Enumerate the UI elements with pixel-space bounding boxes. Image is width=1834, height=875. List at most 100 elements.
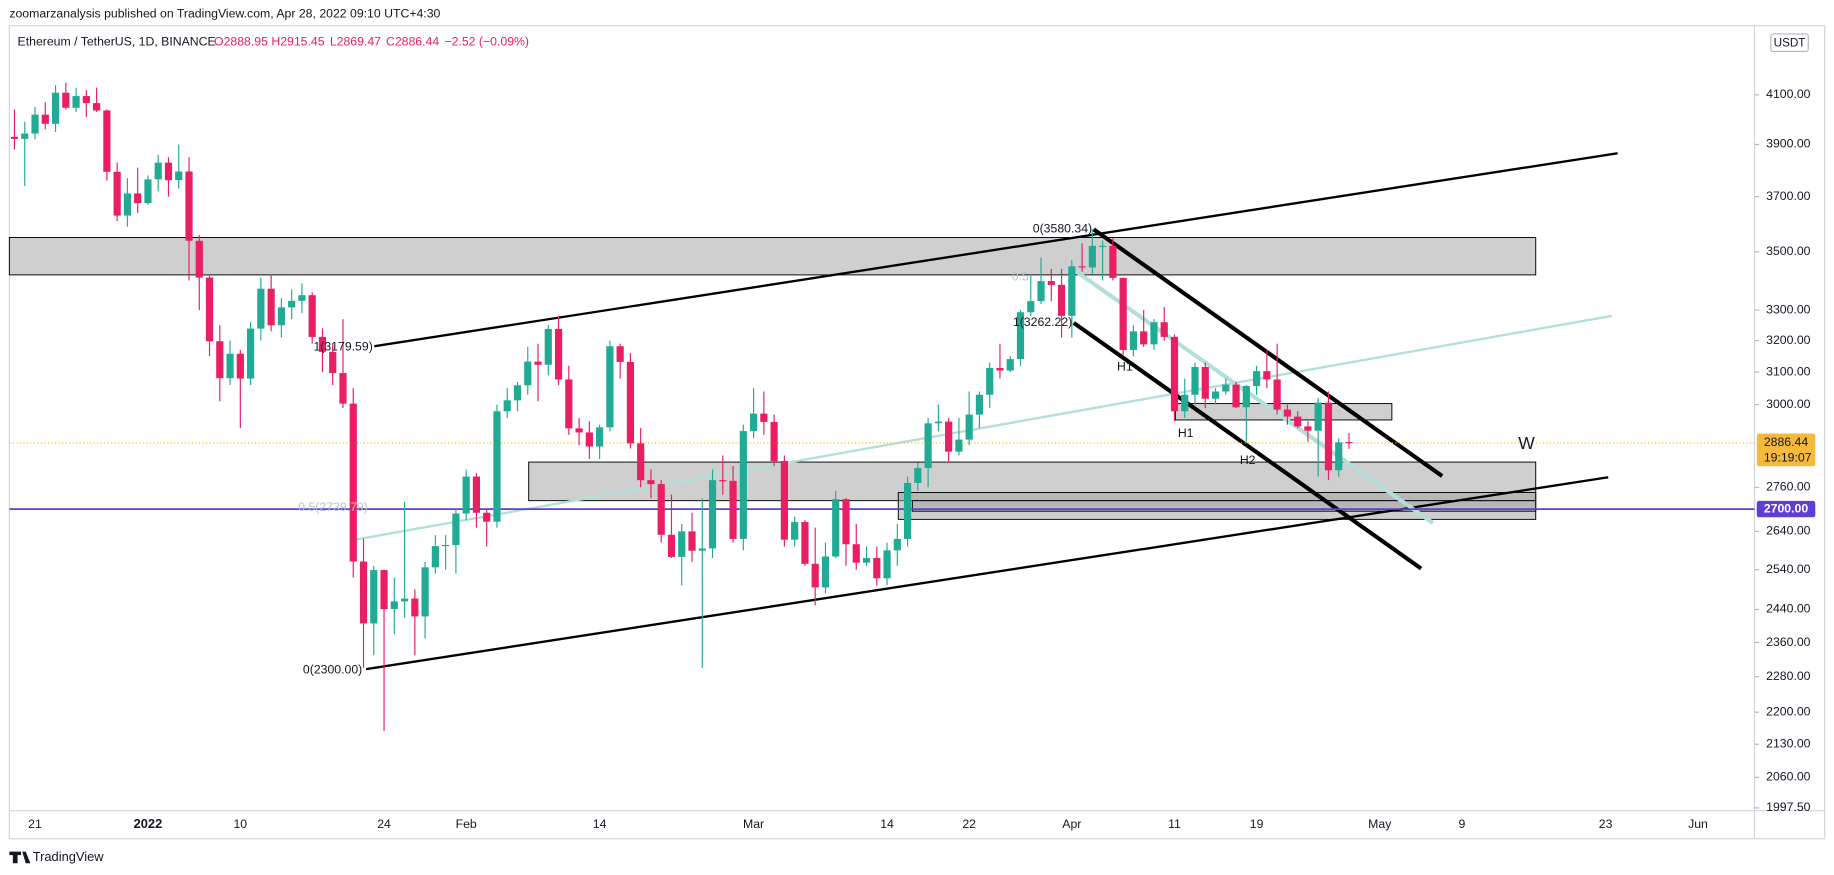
candle-body [483, 512, 491, 522]
y-tick-label: 3100.00 [1766, 364, 1811, 378]
candle-body [359, 561, 368, 624]
candle-body [205, 277, 214, 342]
falling-lower [1072, 321, 1423, 571]
x-tick-label: 19 [1250, 817, 1264, 831]
candle-body [513, 385, 522, 401]
candle-body [318, 336, 327, 352]
candle-body [1232, 384, 1240, 408]
candle-body [431, 546, 439, 568]
candle-body [1088, 245, 1096, 268]
candle-body [637, 443, 645, 481]
candle-body [503, 400, 511, 412]
candle-body [698, 548, 706, 551]
candle-body [51, 92, 60, 124]
candle-body [667, 534, 676, 557]
x-tick-label: Apr [1062, 817, 1081, 831]
candle-body [739, 431, 747, 539]
candle-body [1335, 442, 1343, 471]
y-tick-label: 2360.00 [1766, 635, 1811, 649]
candle-body [185, 171, 193, 241]
y-tick-label: 2760.00 [1766, 480, 1811, 494]
x-tick-label: 14 [593, 817, 607, 831]
candle-body [1304, 426, 1312, 431]
candle-body [729, 480, 737, 539]
candle-body [1283, 409, 1291, 417]
y-tick-label: 2440.00 [1766, 602, 1811, 616]
candle-body [678, 531, 686, 557]
candle-body [1294, 416, 1302, 427]
candle-body [1099, 245, 1107, 247]
y-tick-label: 2280.00 [1766, 669, 1811, 683]
candle-body [832, 499, 840, 557]
candle-body [657, 484, 665, 535]
candle-body [708, 480, 717, 549]
y-tick-label: 2640.00 [1766, 524, 1811, 538]
candle-body [524, 361, 532, 386]
candle-body [1191, 366, 1199, 395]
y-tick-label: 2060.00 [1766, 770, 1811, 784]
candle-body [21, 133, 29, 139]
candle-body [1345, 442, 1353, 444]
annotation: 0.5 [1012, 269, 1029, 283]
candle-body [1140, 331, 1148, 345]
candle-body [10, 136, 19, 139]
candle-body [842, 499, 850, 545]
falling-upper [1092, 227, 1444, 478]
supply-zone [8, 236, 1537, 276]
last-price-badge [1756, 433, 1816, 467]
annotation: 0.5(2739.79) [298, 500, 368, 514]
candle-body [1273, 379, 1281, 410]
candle-body [688, 531, 696, 551]
y-tick-label: 3900.00 [1766, 137, 1811, 151]
candle-body [616, 346, 624, 362]
candle-body [134, 193, 142, 204]
candle-body [216, 341, 224, 379]
candle-body [821, 556, 830, 588]
x-tick-label: May [1368, 817, 1392, 831]
candle-body [750, 413, 758, 432]
candle-body [246, 328, 255, 379]
candle-body [72, 96, 80, 108]
candle-body [534, 361, 542, 365]
candle-body [647, 480, 655, 485]
price-line-badge [1756, 500, 1816, 518]
candle-body [1119, 277, 1127, 350]
y-tick-label: 4100.00 [1766, 87, 1811, 101]
candle-body [770, 421, 778, 462]
candle-body [1170, 336, 1179, 412]
candle-body [1222, 384, 1230, 392]
x-tick-label: 22 [962, 817, 976, 831]
footer-brand: TradingView [33, 849, 104, 864]
y-tick-label: 2200.00 [1766, 704, 1811, 718]
candle-body [175, 171, 183, 181]
candle-body [554, 328, 563, 380]
candle-body [1006, 359, 1014, 371]
candle-body [1211, 391, 1220, 399]
candle-body [370, 570, 378, 624]
annotation: 1(3179.59) [313, 340, 372, 354]
candle-body [801, 522, 809, 564]
y-tick-label: 3300.00 [1766, 302, 1811, 316]
candle-body [164, 162, 173, 181]
y-tick-label: 3500.00 [1766, 244, 1811, 258]
candle-body [1150, 322, 1158, 345]
candle-body [1324, 402, 1333, 471]
candle-body [1047, 281, 1055, 285]
candle-body [288, 300, 296, 308]
legend-value: C2886.44 [386, 34, 439, 48]
candle-body [852, 544, 860, 563]
candle-body [339, 373, 347, 404]
candle-body [873, 558, 881, 579]
candle-body [154, 162, 162, 180]
candle-body [1314, 402, 1322, 431]
candle-body [349, 403, 357, 562]
candle-body [1109, 245, 1117, 278]
annotation: H2 [1240, 453, 1256, 467]
candle-body [626, 361, 635, 444]
candle-body [1201, 366, 1209, 399]
y-tick-label: 3000.00 [1766, 397, 1811, 411]
annotation: W [1518, 433, 1535, 453]
candle-body [62, 92, 70, 108]
